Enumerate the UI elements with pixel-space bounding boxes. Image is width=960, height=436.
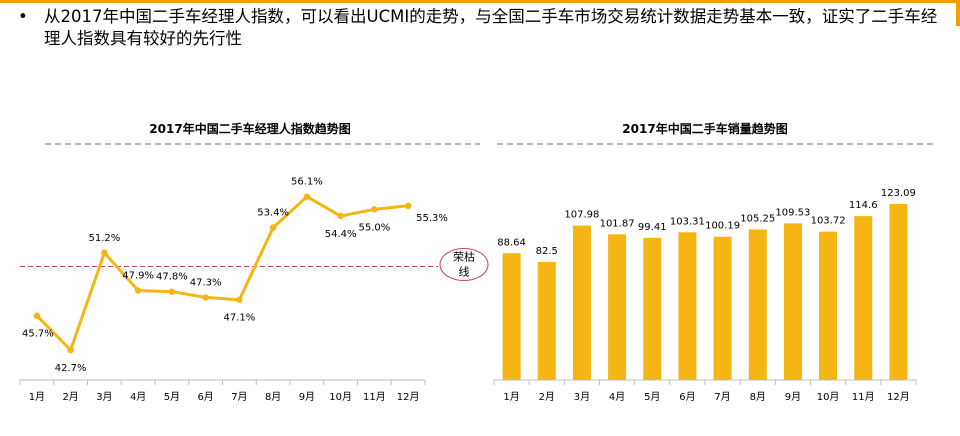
headline-bullet: • (18, 7, 28, 26)
x-tick-label: 9月 (299, 391, 315, 403)
x-tick-label: 12月 (887, 391, 910, 403)
sales-bar (889, 204, 908, 380)
ucmi-line-chart: 荣枯线 45.7% 42.7% 51.2% 47.9% 47.8%47.3% 47.1% 53… (19, 143, 489, 403)
x-tick-label: 8月 (750, 391, 766, 403)
data-label: 53.4% (257, 208, 289, 219)
headline-text: 从2017年中国二手车经理人指数，可以看出UCMI的走势，与全国二手车市场交易统… (44, 7, 938, 48)
data-label: 51.2% (88, 233, 120, 244)
data-point (134, 287, 142, 294)
bar-chart-title: 2017年中国二手车销量趋势图 (622, 122, 788, 136)
bar-value-label: 109.53 (775, 207, 810, 218)
sales-bar (678, 232, 697, 380)
sales-bar (748, 229, 767, 380)
data-point (67, 346, 74, 354)
sales-bar (854, 216, 873, 380)
x-tick-label: 8月 (265, 391, 281, 403)
corner-accent (956, 0, 960, 26)
data-label: 42.7% (55, 363, 87, 374)
data-label: 54.4% (325, 229, 357, 240)
sales-bar-chart: 88.64 1月 82.5 2月 107.98 3月 101.87 4月 99.41 5月 103.… (493, 143, 934, 403)
data-point (202, 294, 209, 301)
bar-value-label: 105.25 (740, 214, 775, 225)
x-tick-label: 11月 (852, 391, 875, 403)
data-point (404, 202, 412, 210)
headline: • 从2017年中国二手车经理人指数，可以看出UCMI的走势，与全国二手车市场交… (18, 6, 948, 50)
data-label: 47.1% (223, 313, 255, 324)
sales-bar (502, 253, 521, 380)
sales-bar (819, 231, 838, 380)
data-point (371, 206, 378, 213)
x-tick-label: 1月 (29, 391, 45, 403)
x-tick-label: 2月 (539, 391, 555, 403)
x-tick-label: 5月 (164, 391, 180, 403)
bar-value-label: 99.41 (638, 222, 667, 233)
ucmi-series-line (35, 195, 409, 352)
data-label: 56.1% (291, 177, 323, 188)
data-label: 55.3% (416, 213, 448, 224)
line-chart-title: 2017年中国二手车经理人指数趋势图 (149, 122, 351, 136)
x-tick-label: 12月 (397, 391, 420, 403)
data-label: 47.3% (190, 277, 222, 288)
data-label: 47.8% (156, 272, 188, 283)
top-accent-bar (0, 0, 960, 3)
sales-bar (608, 234, 627, 380)
x-tick-label: 10月 (817, 391, 840, 403)
x-tick-label: 3月 (574, 391, 590, 403)
threshold-callout (439, 248, 489, 281)
threshold-label-line2: 线 (459, 265, 470, 279)
x-tick-label: 1月 (503, 391, 519, 403)
sales-bar (643, 237, 662, 380)
x-tick-label: 3月 (96, 391, 112, 403)
x-tick-label: 7月 (714, 391, 730, 403)
sales-bar (713, 236, 732, 380)
data-point (168, 288, 176, 295)
bar-value-label: 103.31 (670, 216, 705, 227)
x-tick-label: 6月 (197, 391, 213, 403)
bar-value-label: 107.98 (564, 210, 599, 221)
bar-value-label: 82.5 (536, 246, 558, 257)
bar-value-label: 114.6 (849, 200, 878, 211)
sales-bar (537, 262, 556, 380)
bar-value-label: 88.64 (497, 237, 526, 248)
bar-value-label: 100.19 (705, 221, 740, 232)
data-label: 45.7% (22, 329, 54, 340)
data-point (236, 296, 243, 303)
data-label: 47.9% (122, 271, 154, 282)
x-tick-label: 9月 (785, 391, 801, 403)
threshold-label-line1: 荣枯 (453, 250, 475, 264)
data-point (303, 193, 311, 200)
x-tick-label: 6月 (679, 391, 695, 403)
bar-value-label: 103.72 (811, 216, 846, 227)
data-point (337, 212, 344, 220)
bar-value-label: 123.09 (881, 188, 916, 199)
bar-value-label: 101.87 (600, 218, 635, 229)
x-tick-label: 11月 (363, 391, 386, 403)
x-tick-label: 5月 (644, 391, 660, 403)
data-label: 55.0% (358, 222, 390, 233)
x-tick-label: 4月 (130, 391, 146, 403)
data-point (33, 312, 41, 319)
x-tick-label: 4月 (609, 391, 625, 403)
x-tick-label: 7月 (231, 391, 247, 403)
sales-bar (572, 225, 591, 380)
x-tick-label: 10月 (329, 391, 352, 403)
data-point (101, 249, 108, 256)
sales-bar (783, 223, 802, 380)
x-tick-label: 2月 (62, 391, 78, 403)
data-point (269, 224, 277, 231)
